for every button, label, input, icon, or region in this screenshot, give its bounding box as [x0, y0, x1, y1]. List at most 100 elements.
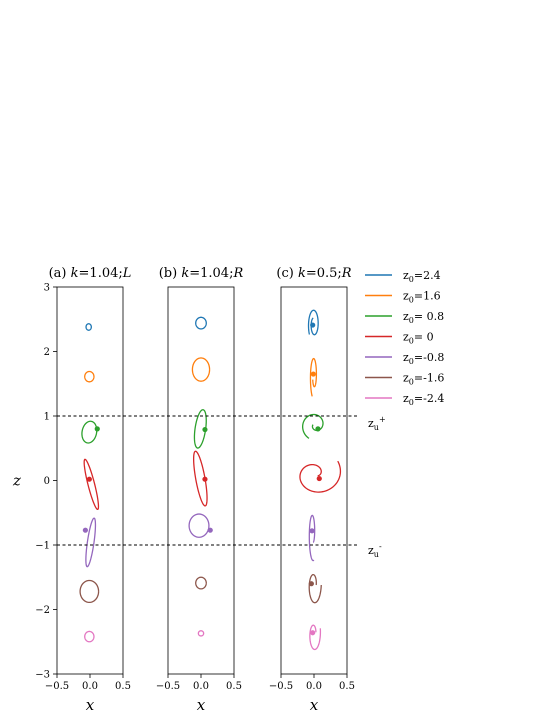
start-point-marker — [86, 476, 92, 482]
trajectory-series-2 — [81, 420, 98, 444]
reference-label: zu- — [368, 542, 382, 559]
legend-subscript: 0 — [409, 275, 414, 284]
legend-symbol: z — [403, 331, 409, 344]
legend-entry: z0=1.6 — [403, 290, 441, 305]
trajectory-series-5 — [308, 573, 322, 604]
axes-frame — [167, 286, 235, 675]
x-tick-label: 0.0 — [82, 681, 98, 692]
reference-subscript: u — [374, 423, 379, 432]
legend-entry: z0=-2.4 — [403, 392, 444, 407]
legend-value: =1.6 — [414, 290, 441, 303]
panel-title-mode: L — [122, 266, 132, 281]
y-tick-label: −1 — [35, 541, 50, 552]
legend-symbol: z — [403, 351, 409, 364]
trajectory-series-5 — [79, 579, 100, 604]
trajectory-series-5 — [195, 576, 207, 590]
legend-subscript: 0 — [409, 337, 414, 346]
legend-value: =-2.4 — [414, 392, 444, 405]
start-point-marker — [315, 426, 321, 432]
panel-c: (c) k=0.5;R −0.5 0.0 0.5 x — [269, 266, 355, 714]
trajectories — [79, 323, 100, 643]
reference-superscript: + — [379, 415, 386, 424]
reference-lines: zu+zu- — [57, 415, 386, 559]
x-tick-label: 0.5 — [115, 681, 131, 692]
trajectory-series-0 — [307, 309, 319, 336]
start-point-marker — [316, 475, 322, 482]
panel-title-mode: R — [232, 266, 243, 281]
legend-entry: z0= 0 — [403, 331, 434, 346]
start-point-marker — [82, 527, 88, 533]
x-tick-label: 0.5 — [339, 681, 355, 692]
x-tick-label: −0.5 — [45, 681, 69, 692]
y-tick-label: 1 — [44, 412, 50, 423]
legend-value: =-1.6 — [414, 372, 444, 385]
reference-symbol: z — [368, 417, 374, 430]
start-point-marker — [309, 528, 315, 534]
reference-superscript: - — [379, 542, 382, 551]
legend-subscript: 0 — [409, 398, 414, 407]
panel-title: (b) k=1.04;R — [159, 266, 244, 281]
panel-title-value: =0.5; — [306, 266, 342, 281]
trajectory-series-1 — [84, 370, 95, 383]
start-point-marker — [207, 527, 213, 533]
start-point-marker — [202, 426, 208, 433]
trajectory-series-6 — [84, 630, 95, 643]
trajectory-series-3 — [299, 460, 342, 493]
trajectory-series-0 — [85, 323, 92, 331]
panel-title-prefix: (a) — [49, 266, 71, 281]
legend-value: = 0 — [414, 331, 434, 344]
axes-frame — [280, 286, 348, 675]
legend-subscript: 0 — [409, 316, 414, 325]
x-tick-label: 0.5 — [226, 681, 242, 692]
panel-b: (b) k=1.04;R −0.5 0.0 0.5 x — [156, 266, 244, 714]
panel-title-k: k — [298, 266, 306, 281]
trajectory-series-0 — [195, 316, 207, 330]
legend-symbol: z — [403, 269, 409, 282]
reference-subscript: u — [374, 550, 379, 559]
y-tick-label: 0 — [44, 476, 50, 487]
panel-title-mode: R — [341, 266, 352, 281]
legend-symbol: z — [403, 310, 409, 323]
x-axis-label: x — [197, 696, 206, 714]
y-axis-label: z — [12, 472, 21, 490]
panel-title-prefix: (c) — [276, 266, 298, 281]
x-tick-label: 0.0 — [306, 681, 322, 692]
panel-title-value: =1.04; — [79, 266, 123, 281]
legend-value: =2.4 — [414, 269, 441, 282]
legend-subscript: 0 — [409, 378, 414, 387]
trajectory-series-4 — [85, 517, 97, 568]
start-point-marker — [308, 581, 314, 587]
legend-entry: z0= 0.8 — [403, 310, 444, 325]
panel-title: (c) k=0.5;R — [276, 266, 351, 281]
trajectory-series-4 — [308, 514, 316, 562]
legend: z0=2.4z0=1.6z0= 0.8z0= 0z0=-0.8z0=-1.6z0… — [365, 269, 444, 407]
start-point-marker — [310, 371, 316, 377]
x-tick-label: 0.0 — [193, 681, 209, 692]
y-tick-label: 3 — [44, 283, 50, 294]
x-axis-label: x — [310, 696, 319, 714]
x-axis-label: x — [86, 696, 95, 714]
panel-title: (a) k=1.04;L — [49, 266, 132, 281]
legend-symbol: z — [403, 372, 409, 385]
trajectory-series-2 — [193, 409, 207, 449]
x-tick-label: −0.5 — [156, 681, 180, 692]
start-point-marker — [94, 426, 100, 432]
legend-entry: z0=2.4 — [403, 269, 441, 284]
trajectories — [188, 316, 213, 637]
trajectory-series-6 — [309, 624, 322, 651]
trajectory-series-1 — [191, 357, 211, 382]
panel-title-prefix: (b) — [159, 266, 182, 281]
trajectory-series-6 — [197, 630, 205, 637]
legend-entry: z0=-1.6 — [403, 372, 444, 387]
legend-subscript: 0 — [409, 357, 414, 366]
start-point-marker — [310, 630, 316, 636]
trajectories — [299, 309, 342, 651]
legend-entry: z0=-0.8 — [403, 351, 444, 366]
trajectory-series-1 — [309, 357, 318, 397]
y-tick-label: −2 — [35, 605, 50, 616]
trajectory-series-4 — [188, 513, 210, 538]
legend-subscript: 0 — [409, 296, 414, 305]
legend-value: =-0.8 — [414, 351, 444, 364]
